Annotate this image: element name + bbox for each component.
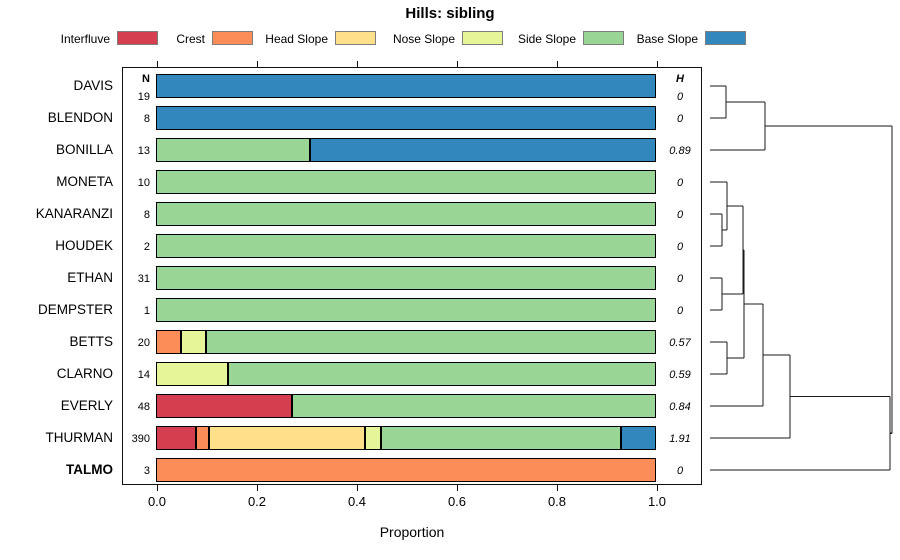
legend-swatch [705,31,746,45]
x-tick-bottom [257,485,259,491]
h-value: 0.57 [669,337,691,349]
x-tick-bottom [357,485,359,491]
h-value: 0.89 [669,145,691,157]
bar-segment [156,458,656,482]
n-value: 31 [137,273,150,285]
x-tick-label: 0.4 [347,494,367,509]
h-column-header: H [676,73,684,85]
bar-segment [156,426,196,450]
row-label: BLENDON [47,110,113,125]
row-label: DAVIS [73,78,113,93]
n-value: 19 [137,91,150,103]
legend-label: Crest [176,32,205,46]
x-tick-top [257,61,259,67]
x-tick-bottom [157,485,159,491]
h-value: 0.84 [669,401,691,413]
h-value: 0 [676,91,684,103]
x-tick-bottom [657,485,659,491]
h-value: 0 [676,241,684,253]
bar-segment [227,362,656,386]
n-value: 20 [137,337,150,349]
x-tick-top [657,61,659,67]
bar-segment [380,426,621,450]
bar-segment [156,394,292,418]
bar-segment [195,426,209,450]
bar-segment [181,330,206,354]
x-axis-title: Proportion [379,524,445,540]
n-value: 1 [143,305,150,317]
h-value: 0 [676,465,684,477]
row-label: HOUDEK [55,238,113,253]
legend-swatch [335,31,376,45]
n-value: 3 [143,465,150,477]
h-value: 1.91 [669,433,691,445]
h-value: 0 [676,305,684,317]
n-value: 10 [137,177,150,189]
x-tick-top [557,61,559,67]
bar-segment [156,138,310,162]
x-tick-top [157,61,159,67]
h-value: 0 [676,209,684,221]
chart-title: Hills: sibling [405,5,495,22]
bar-segment [156,298,656,322]
x-tick-top [457,61,459,67]
bar-segment [291,394,656,418]
n-value: 390 [131,433,150,445]
x-tick-top [357,61,359,67]
x-tick-label: 1.0 [647,494,667,509]
row-label: BETTS [69,334,113,349]
row-label: EVERLY [60,398,113,413]
legend-swatch [462,31,503,45]
bar-segment [310,138,656,162]
bar-segment [156,362,228,386]
legend-label: Base Slope [636,32,698,46]
row-label: DEMPSTER [37,302,113,317]
bar-segment [156,202,656,226]
x-tick-label: 0.6 [447,494,467,509]
legend-label: Interfluve [60,32,110,46]
bar-segment [156,234,656,258]
n-value: 2 [143,241,150,253]
x-tick-label: 0.2 [247,494,267,509]
row-label: KANARANZI [35,206,113,221]
x-tick-bottom [557,485,559,491]
bar-segment [156,266,656,290]
legend-label: Head Slope [265,32,328,46]
row-label: THURMAN [45,430,114,445]
bar-segment [208,426,365,450]
n-value: 8 [143,113,150,125]
legend-swatch [212,31,253,45]
x-tick-label: 0.8 [547,494,567,509]
n-column-header: N [142,73,150,85]
row-label: BONILLA [55,142,113,157]
x-tick-label: 0.0 [147,494,167,509]
plot-area-border [122,67,702,485]
n-value: 14 [137,369,150,381]
bar-segment [156,74,656,98]
h-value: 0 [676,273,684,285]
bar-segment [156,330,181,354]
bar-segment [156,106,656,130]
n-value: 13 [137,145,150,157]
bar-segment [206,330,656,354]
bar-segment [156,170,656,194]
h-value: 0 [676,177,684,189]
legend-swatch [117,31,158,45]
n-value: 48 [137,401,150,413]
legend-swatch [583,31,624,45]
row-label: MONETA [56,174,113,189]
row-label: TALMO [66,462,113,477]
x-tick-bottom [457,485,459,491]
row-label: ETHAN [67,270,113,285]
bar-segment [620,426,656,450]
bar-segment [364,426,381,450]
legend-label: Side Slope [517,32,576,46]
h-value: 0 [676,113,684,125]
row-label: CLARNO [56,366,113,381]
legend-label: Nose Slope [392,32,455,46]
h-value: 0.59 [669,369,691,381]
n-value: 8 [143,209,150,221]
